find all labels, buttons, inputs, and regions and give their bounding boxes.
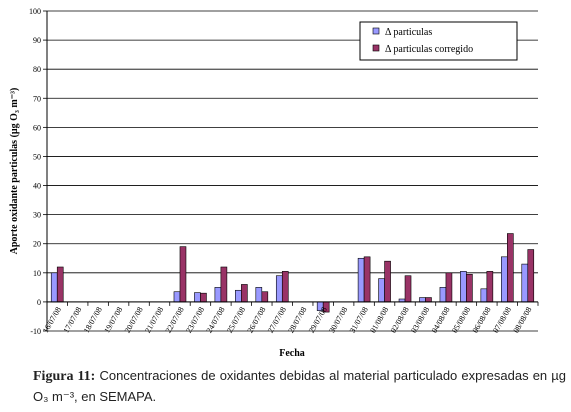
bar-particulas-corregido [363,256,371,303]
y-tick-labels: -10 0 10 20 30 40 50 60 70 80 90 100 [29,7,47,336]
bar-particulas [480,288,488,303]
x-tick-label: 25/07/08 [225,305,247,334]
y-tick-label: 90 [33,36,41,45]
x-tick-label: 23/07/08 [184,305,206,334]
y-tick-label: 30 [33,211,41,220]
bar-particulas-corregido [220,266,228,303]
x-tick-label: 24/07/08 [205,305,227,334]
bar-particulas [50,272,58,303]
bar-particulas-corregido [261,291,269,303]
x-tick-label: 18/07/08 [82,305,104,334]
x-tick-label: 19/07/08 [102,305,124,334]
x-tick-label: 31/07/08 [348,305,370,334]
y-tick-label: -10 [30,327,41,336]
x-tick-label: 30/07/08 [327,305,349,334]
y-tick-label: 20 [33,240,41,249]
bar-particulas-corregido [179,246,187,303]
y-tick-label: 0 [37,298,41,307]
bar-particulas-corregido [384,260,391,303]
bars [50,233,535,313]
bar-particulas [235,289,242,303]
x-tick-label: 03/08/08 [409,305,431,334]
bar-particulas [357,257,365,303]
y-tick-label: 50 [33,152,41,161]
chart: -10 0 10 20 30 40 50 60 70 80 90 100 16/07/0817/07/… [9,7,539,359]
legend-swatch-particulas-corregido [372,44,380,52]
x-tick-label: 22/07/08 [164,305,186,334]
bar-particulas [460,271,467,303]
bar-particulas-corregido [200,292,207,303]
bar-particulas [255,287,263,303]
figure-caption-text: Concentraciones de oxidantes debidas al … [33,368,566,404]
x-tick-label: 04/08/08 [430,305,452,334]
bar-particulas [521,263,529,303]
bar-particulas [173,291,181,303]
legend: Δ particulas Δ particulas corregido [359,21,518,61]
bar-particulas-corregido [527,249,535,303]
legend-label-particulas-corregido: Δ particulas corregido [385,44,473,55]
bar-particulas-corregido [241,284,248,303]
bar-particulas-corregido [445,272,453,303]
y-tick-label: 70 [33,94,41,103]
y-axis-label: Aporte oxidante particulas (µg O₃ m⁻³) [9,88,20,255]
y-tick-label: 80 [33,65,41,74]
x-tick-labels: 16/07/0817/07/0818/07/0819/07/0820/07/08… [41,301,539,335]
bar-particulas-corregido [466,273,473,303]
x-tick-label: 28/07/08 [286,305,308,334]
bar-particulas [275,275,283,303]
bar-particulas [439,287,447,303]
bar-particulas-corregido [486,271,494,303]
bar-particulas [194,292,201,303]
bar-particulas [501,256,508,303]
x-tick-label: 29/07/08 [307,305,329,334]
x-tick-label: 27/07/08 [266,305,288,334]
figure-caption-label: Figura 11: [33,369,96,384]
x-tick-label: 06/08/08 [471,305,493,334]
x-tick-label: 01/08/08 [368,305,390,334]
bar-particulas-corregido [425,297,432,303]
legend-swatch-particulas [372,27,380,35]
legend-box [359,21,518,61]
x-tick-label: 17/07/08 [61,305,83,334]
y-tick-label: 10 [33,269,41,278]
bar-particulas-corregido [56,266,64,303]
bar-particulas-corregido [507,233,514,303]
x-tick-label: 26/07/08 [246,305,268,334]
x-tick-label: 16/07/08 [41,305,63,334]
x-tick-label: 05/08/08 [450,305,472,334]
figure-caption: Figura 11: Concentraciones de oxidantes … [33,366,566,407]
y-tick-label: 100 [29,7,41,16]
y-tick-label: 60 [33,123,41,132]
bar-particulas-corregido [281,271,289,303]
bar-particulas [419,297,426,303]
x-tick-label: 07/08/08 [491,305,513,334]
x-tick-label: 08/08/08 [511,305,533,334]
y-tick-label: 40 [33,182,41,191]
x-tick-label: 21/07/08 [143,305,165,334]
bar-particulas-corregido [404,275,412,303]
bar-particulas [214,287,222,303]
x-tick-label: 20/07/08 [123,305,145,334]
x-axis-label: Fecha [279,348,305,359]
legend-label-particulas: Δ particulas [385,27,432,38]
bar-particulas [378,278,385,303]
x-tick-label: 02/08/08 [389,305,411,334]
